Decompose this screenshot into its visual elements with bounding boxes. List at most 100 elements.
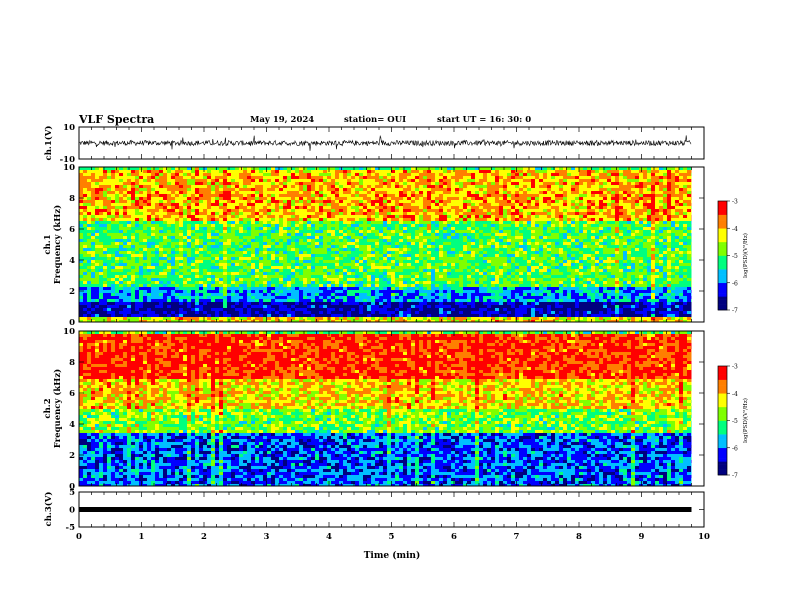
ch1-spectrogram-cell	[299, 176, 303, 179]
ch1-spectrogram-cell	[263, 230, 267, 233]
ch1-spectrogram-cell	[179, 191, 183, 194]
ch1-spectrogram-cell	[359, 302, 363, 305]
ch1-spectrogram-cell	[199, 275, 203, 278]
ch1-spectrogram-cell	[219, 176, 223, 179]
ch1-spectrogram-cell	[415, 317, 419, 320]
ch1-spectrogram-cell	[383, 176, 387, 179]
ch1-spectrogram-cell	[311, 275, 315, 278]
ch1-spectrogram-cell	[427, 302, 431, 305]
ch1-spectrogram-cell	[127, 182, 131, 185]
ch1-spectrogram-cell	[127, 296, 131, 299]
ch1-spectrogram-cell	[107, 176, 111, 179]
ch1-spectrogram-cell	[95, 167, 99, 170]
ch1-spectrogram-cell	[335, 308, 339, 311]
ch1-spectrogram-cell	[79, 206, 83, 209]
ch1-spectrogram-cell	[367, 317, 371, 320]
ch1-spectrogram-cell	[127, 203, 131, 206]
ch1-spectrogram-cell	[223, 185, 227, 188]
ch1-spectrogram-cell	[347, 233, 351, 236]
ch1-spectrogram-cell	[331, 179, 335, 182]
ch1-spectrogram-cell	[259, 194, 263, 197]
ch1-spectrogram-cell	[403, 263, 407, 266]
ch1-spectrogram-cell	[443, 311, 447, 314]
ch1-spectrogram-cell	[79, 170, 83, 173]
ch1-spectrogram-cell	[87, 269, 91, 272]
ch1-spectrogram-cell	[319, 296, 323, 299]
ch1-spectrogram-cell	[91, 227, 95, 230]
ch1-spectrogram-cell	[395, 245, 399, 248]
ch1-spectrogram-cell	[227, 308, 231, 311]
ch1-spectrogram-cell	[303, 170, 307, 173]
ch1-spectrogram-cell	[163, 221, 167, 224]
ch1-spectrogram-cell	[215, 188, 219, 191]
ch1-spectrogram-cell	[239, 230, 243, 233]
ch1-spectrogram-cell	[151, 299, 155, 302]
ch1-spectrogram-cell	[183, 233, 187, 236]
ch1-spectrogram-cell	[227, 236, 231, 239]
ch1-spectrogram-cell	[187, 308, 191, 311]
ch1-spectrogram-cell	[371, 173, 375, 176]
ch1-spectrogram-cell	[215, 308, 219, 311]
ch1-spectrogram-cell	[355, 284, 359, 287]
ch1-spectrogram-cell	[115, 203, 119, 206]
ch1-spectrogram-cell	[287, 200, 291, 203]
ch1-spectrogram-cell	[103, 284, 107, 287]
ch1-spectrogram-cell	[135, 281, 139, 284]
ch1-spectrogram-cell	[151, 221, 155, 224]
ch1-spectrogram-cell	[143, 257, 147, 260]
ch1-spectrogram-cell	[219, 302, 223, 305]
ch1-spectrogram-cell	[239, 245, 243, 248]
ch1-spectrogram-cell	[367, 179, 371, 182]
ch1-spectrogram-cell	[311, 191, 315, 194]
ch1-spectrogram-cell	[307, 215, 311, 218]
ch1-spectrogram-cell	[175, 251, 179, 254]
ch1-spectrogram-cell	[415, 320, 419, 322]
ch1-spectrogram-cell	[175, 209, 179, 212]
ch1-spectrogram-cell	[387, 278, 391, 281]
ch1-spectrogram-cell	[431, 275, 435, 278]
ch1-spectrogram-cell	[411, 245, 415, 248]
ch1-spectrogram-cell	[251, 272, 255, 275]
ch1-spectrogram-cell	[79, 242, 83, 245]
ch1-spectrogram-cell	[291, 263, 295, 266]
ch1-spectrogram-cell	[115, 296, 119, 299]
ch1-spectrogram-cell	[167, 185, 171, 188]
ch1-spectrogram-cell	[259, 266, 263, 269]
ch1-spectrogram-cell	[83, 191, 87, 194]
ch1-spectrogram-cell	[379, 173, 383, 176]
ch1-spectrogram-cell	[119, 227, 123, 230]
ch1-spectrogram-cell	[175, 293, 179, 296]
ch1-spectrogram-cell	[299, 284, 303, 287]
ch1-spectrogram-cell	[223, 173, 227, 176]
ch1-spectrogram-cell	[359, 224, 363, 227]
ch1-spectrogram-cell	[279, 170, 283, 173]
ch1-spectrogram-cell	[179, 212, 183, 215]
ch1-spectrogram-cell	[299, 320, 303, 322]
ch1-spectrogram-cell	[123, 194, 127, 197]
ch1-spectrogram-cell	[415, 167, 419, 170]
ch1-spectrogram-cell	[287, 257, 291, 260]
ch1-spectrogram-cell	[195, 191, 199, 194]
ch1-spectrogram-cell	[159, 251, 163, 254]
ch1-spectrogram-cell	[179, 233, 183, 236]
ch1-spectrogram-cell	[147, 314, 151, 317]
ch1-spectrogram-cell	[223, 320, 227, 322]
ch1-spectrogram-cell	[439, 206, 443, 209]
ch1-spectrogram-cell	[399, 221, 403, 224]
ch1-spectrogram-cell	[215, 233, 219, 236]
ch1-spectrogram-cell	[435, 257, 439, 260]
ch1-spectrogram-cell	[91, 200, 95, 203]
ch1-spectrogram-cell	[243, 272, 247, 275]
ch1-spectrogram-cell	[195, 263, 199, 266]
ch1-spectrogram-cell	[247, 299, 251, 302]
ch1-spectrogram-cell	[203, 191, 207, 194]
ch1-spectrogram-cell	[371, 296, 375, 299]
ch1-spectrogram-cell	[371, 269, 375, 272]
ch1-spectrogram-cell	[91, 206, 95, 209]
ch1-spectrogram-cell	[147, 248, 151, 251]
ch1-spectrogram-cell	[343, 269, 347, 272]
ch1-spectrogram-cell	[315, 200, 319, 203]
ch1-spectrogram-cell	[295, 296, 299, 299]
ch1-spectrogram-cell	[215, 236, 219, 239]
ch1-spectrogram-cell	[211, 269, 215, 272]
